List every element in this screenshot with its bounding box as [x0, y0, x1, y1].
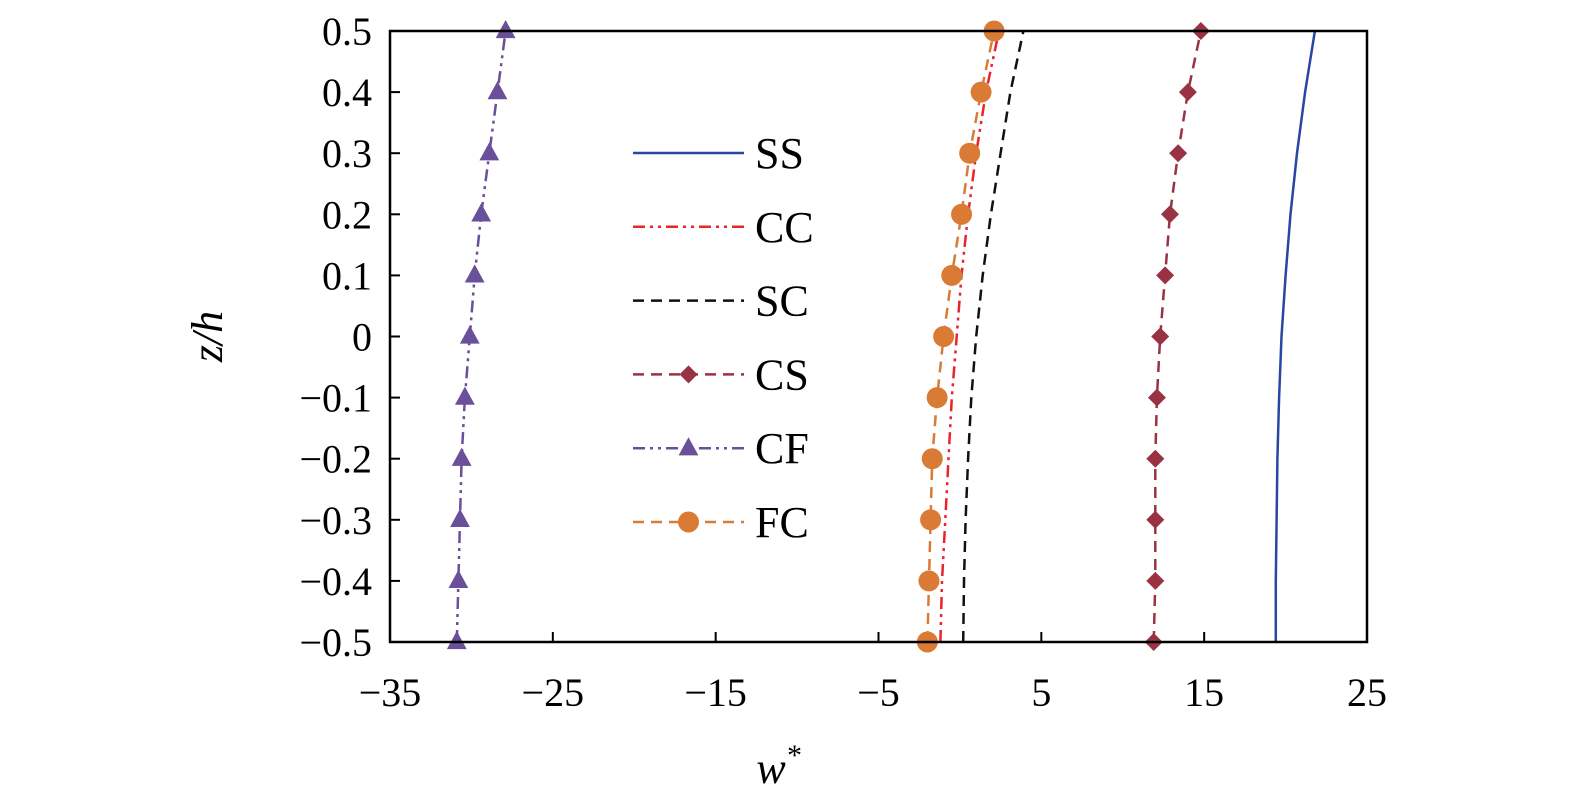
data-point-diamond — [1146, 449, 1165, 468]
x-tick-label: 15 — [1184, 670, 1224, 715]
data-point-diamond — [1146, 571, 1165, 590]
y-tick-label: 0.2 — [322, 192, 372, 237]
data-point-diamond — [1146, 510, 1165, 529]
legend-label: CS — [755, 350, 809, 399]
legend-item-cf: CF — [633, 424, 809, 473]
legend-label: SC — [755, 277, 809, 326]
data-point-triangle — [471, 203, 492, 222]
series-line-cc — [939, 30, 1001, 643]
data-point-circle — [921, 448, 943, 470]
series-cc — [939, 30, 1001, 643]
x-axis-title: w* — [756, 739, 800, 793]
x-axis-title-sup: * — [786, 739, 801, 772]
y-tick-label: −0.1 — [299, 376, 372, 421]
data-point-circle — [918, 570, 940, 592]
data-point-circle — [920, 509, 942, 531]
x-axis-title-main: w — [756, 744, 786, 793]
x-tick-label: 25 — [1347, 670, 1387, 715]
series-cs — [1144, 22, 1210, 651]
x-tick-label: −25 — [522, 670, 585, 715]
series-cf — [446, 20, 516, 650]
data-point-triangle — [464, 264, 485, 283]
y-axis-title: z/h — [183, 311, 232, 363]
legend-item-cs: CS — [633, 350, 809, 399]
x-tick-label: −15 — [684, 670, 747, 715]
y-tick-label: 0 — [352, 315, 372, 360]
data-point-circle — [970, 81, 992, 103]
data-point-diamond — [1156, 266, 1175, 285]
data-point-circle — [678, 511, 699, 533]
legend-item-cc: CC — [633, 203, 814, 252]
series-line-sc — [961, 30, 1025, 643]
legend-item-fc: FC — [633, 498, 809, 547]
data-point-triangle — [495, 20, 516, 39]
data-point-circle — [959, 142, 981, 164]
y-tick-label: 0.4 — [322, 70, 372, 115]
data-point-triangle — [678, 437, 699, 456]
data-point-diamond — [1147, 388, 1166, 407]
y-tick-label: −0.3 — [299, 498, 372, 543]
y-tick-label: −0.2 — [299, 437, 372, 482]
data-point-diamond — [679, 365, 698, 384]
data-point-triangle — [450, 508, 470, 527]
legend-item-ss: SS — [633, 129, 804, 178]
legend-label: CF — [755, 424, 809, 473]
data-point-circle — [926, 387, 948, 409]
data-point-triangle — [487, 81, 508, 100]
series-line-ss — [1274, 30, 1317, 642]
legend-label: CC — [755, 203, 814, 252]
legend: SS CC SC CS CF FC — [633, 129, 814, 547]
y-tick-label: −0.4 — [299, 559, 372, 604]
legend-item-sc: SC — [633, 277, 809, 326]
data-point-diamond — [1151, 327, 1170, 346]
x-tick-label: −5 — [857, 670, 900, 715]
data-point-triangle — [446, 631, 467, 650]
data-point-circle — [951, 203, 973, 225]
ticks-layer: −35 −25 −15 −5 5 15 25 0.5 0.4 0.3 0.2 0.1 0 −0.1 −0.2… — [299, 9, 1387, 715]
legend-label: FC — [755, 498, 809, 547]
data-point-diamond — [1178, 83, 1197, 102]
plot-frame — [388, 29, 1369, 644]
data-point-triangle — [455, 386, 475, 405]
series-ss — [1274, 30, 1317, 642]
data-point-circle — [933, 326, 955, 347]
y-tick-label: 0.5 — [322, 9, 372, 54]
series-fc — [916, 20, 1005, 653]
data-point-circle — [941, 264, 963, 286]
y-tick-label: 0.3 — [322, 131, 372, 176]
series-line-cs — [1152, 30, 1203, 643]
legend-label: SS — [755, 129, 804, 178]
data-point-diamond — [1169, 144, 1188, 163]
x-tick-label: 5 — [1031, 670, 1051, 715]
data-point-diamond — [1160, 205, 1179, 224]
data-point-triangle — [459, 325, 480, 344]
data-point-triangle — [479, 142, 500, 161]
y-tick-label: 0.1 — [322, 253, 372, 298]
data-point-triangle — [448, 569, 469, 589]
data-point-triangle — [451, 447, 472, 466]
series-layer — [446, 20, 1317, 653]
series-sc — [961, 30, 1025, 643]
x-tick-label: −35 — [359, 670, 422, 715]
y-tick-label: −0.5 — [299, 620, 372, 665]
